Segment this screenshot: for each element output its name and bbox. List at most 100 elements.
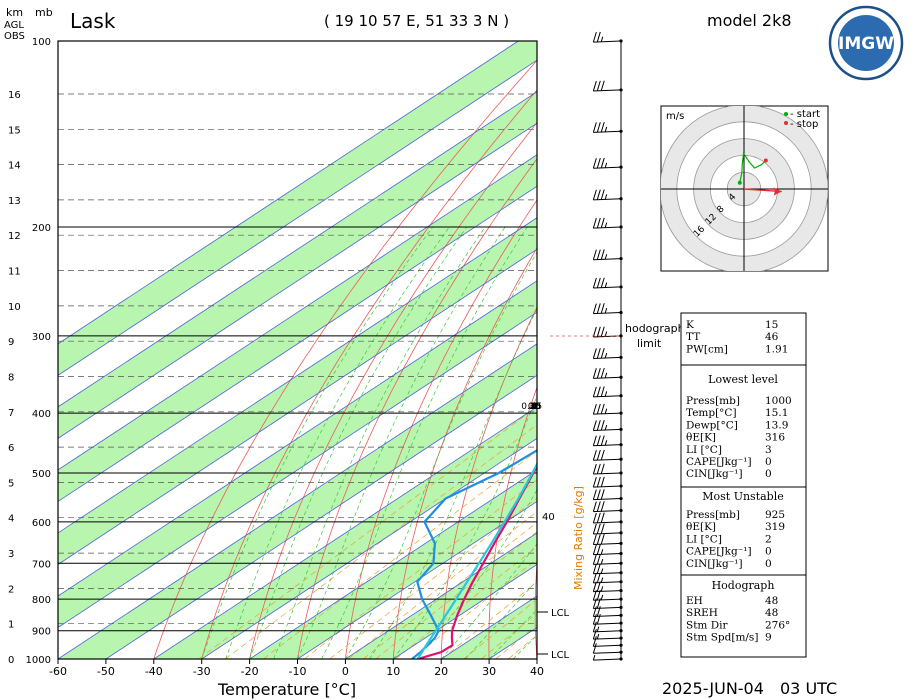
hodograph-stop: [763, 158, 768, 163]
index-unstable-label: θE[K]: [686, 521, 716, 533]
wind-barb: [592, 544, 623, 556]
isotherm-lines: [58, 41, 537, 659]
wind-barb: [592, 512, 623, 524]
height-tick-label: 11: [8, 267, 21, 278]
wind-barb: [592, 572, 623, 584]
hodograph-legend-start: - start: [790, 109, 820, 120]
x-tick-label: -30: [193, 665, 211, 678]
mixing-ratio-label: 1: [532, 402, 538, 412]
imgw-logo: IMGW: [828, 5, 904, 81]
index-hodo-value: 9: [765, 632, 772, 644]
mixing-ratio-label: 15: [529, 402, 540, 412]
pressure-tick-label: 800: [32, 595, 51, 606]
index-lowest-label: Dewp[°C]: [686, 419, 738, 431]
wind-barb: [592, 476, 623, 488]
wind-barb: [592, 654, 623, 661]
isotherm-band: [58, 217, 537, 565]
height-tick-label: 4: [8, 514, 14, 525]
mixing-ratio-label: 4: [532, 402, 538, 412]
wind-barb: [592, 419, 623, 431]
dry-adiabat: [201, 89, 537, 659]
wind-barb: [592, 31, 623, 43]
index-lowest-value: 0: [765, 456, 772, 468]
index-lowest-value: 316: [765, 432, 785, 444]
index-lowest-label: Temp[°C]: [686, 407, 737, 419]
isotherm: [58, 41, 520, 345]
wind-barb: [592, 523, 623, 535]
mixing-ratio-label: 2: [532, 402, 538, 412]
index-hodo-label: SREH: [686, 607, 718, 619]
dry-adiabat: [392, 247, 537, 659]
hodograph-trace: [739, 151, 767, 183]
height-tick-label: 1: [8, 620, 14, 631]
wind-barb: [592, 435, 623, 447]
index-unstable-label: CIN[Jkg⁻¹]: [686, 558, 743, 570]
index-lowest-value: 3: [765, 444, 772, 456]
axis-header-agl: AGL: [4, 20, 24, 31]
wind-barb: [592, 629, 623, 640]
index-lowest-label: CAPE[Jkg⁻¹]: [686, 456, 752, 468]
height-tick-label: 14: [8, 161, 21, 172]
most-unstable-title: Most Unstable: [702, 490, 784, 503]
height-tick-label: 15: [8, 125, 21, 136]
wind-barb: [592, 189, 623, 201]
pressure-tick-label: 300: [32, 332, 51, 343]
height-tick-label: 16: [8, 90, 21, 101]
storm-motion-arrowhead: [773, 187, 782, 196]
wind-barb: [592, 643, 623, 654]
index-hodo-label: Stm Dir: [686, 619, 728, 631]
pressure-tick-label: 600: [32, 518, 51, 529]
pressure-tick-label: 400: [32, 409, 51, 420]
height-tick-label: 3: [8, 549, 14, 560]
pressure-tick-label: 1000: [26, 655, 51, 666]
index-unstable-label: Press[mb]: [686, 509, 740, 521]
height-tick-label: 7: [8, 408, 14, 419]
x-tick-label: 20: [434, 665, 448, 678]
wind-barb: [592, 581, 623, 593]
index-general-value: 46: [765, 331, 779, 343]
wind-barb: [592, 217, 623, 229]
x-tick-label: 0: [342, 665, 349, 678]
hodograph-limit-label-1: hodograph: [625, 322, 685, 335]
mixing-ratio-label: 6: [532, 402, 538, 412]
moist-adiabat: [249, 226, 467, 659]
moist-adiabat: [440, 543, 537, 659]
wind-barb: [592, 534, 623, 545]
index-unstable-value: 925: [765, 509, 785, 521]
wind-barb: [592, 249, 623, 261]
isotherm: [153, 406, 537, 659]
height-tick-label: 2: [8, 584, 14, 595]
height-tick-label: 6: [8, 443, 14, 454]
isotherm: [248, 469, 537, 659]
dry-adiabat: [440, 306, 537, 659]
index-general-label: K: [686, 319, 694, 331]
isotherm: [296, 500, 537, 659]
wind-barb: [592, 347, 623, 359]
isotherm: [58, 122, 537, 439]
dry-adiabat: [534, 558, 537, 659]
height-tick-label: 10: [8, 302, 21, 313]
lcl-label-lower: LCL: [551, 650, 570, 661]
isotherm: [58, 280, 537, 597]
index-general-value: 15: [765, 319, 778, 331]
x-tick-label: -10: [289, 665, 307, 678]
index-general-value: 1.91: [765, 343, 788, 355]
mixing-ratio-label: 20: [529, 402, 541, 412]
x-axis-title: Temperature [°C]: [217, 680, 356, 699]
dry-adiabat: [249, 121, 537, 659]
x-axis-ticks: -60 -50 -40 -30 -20 -10 0 10 20 30 40: [49, 659, 544, 678]
pressure-tick-label: 900: [32, 627, 51, 638]
index-lowest-label: θE[K]: [686, 432, 716, 444]
mixing-ratio-label: 0.5: [528, 402, 542, 412]
x-tick-label: 30: [482, 665, 496, 678]
mixing-ratio-label: 35: [529, 402, 540, 412]
index-lowest-value: 1000: [765, 395, 792, 407]
axis-header-mb: mb: [35, 6, 53, 19]
hodograph-legend-stop: - stop: [790, 119, 818, 130]
sounding-profiles: [411, 449, 537, 659]
index-unstable-value: 319: [765, 521, 785, 533]
indices-panel: K 15 TT 46 PW[cm] 1.91 Lowest level Press[mb]…: [680, 312, 807, 658]
isotherm: [58, 59, 537, 376]
